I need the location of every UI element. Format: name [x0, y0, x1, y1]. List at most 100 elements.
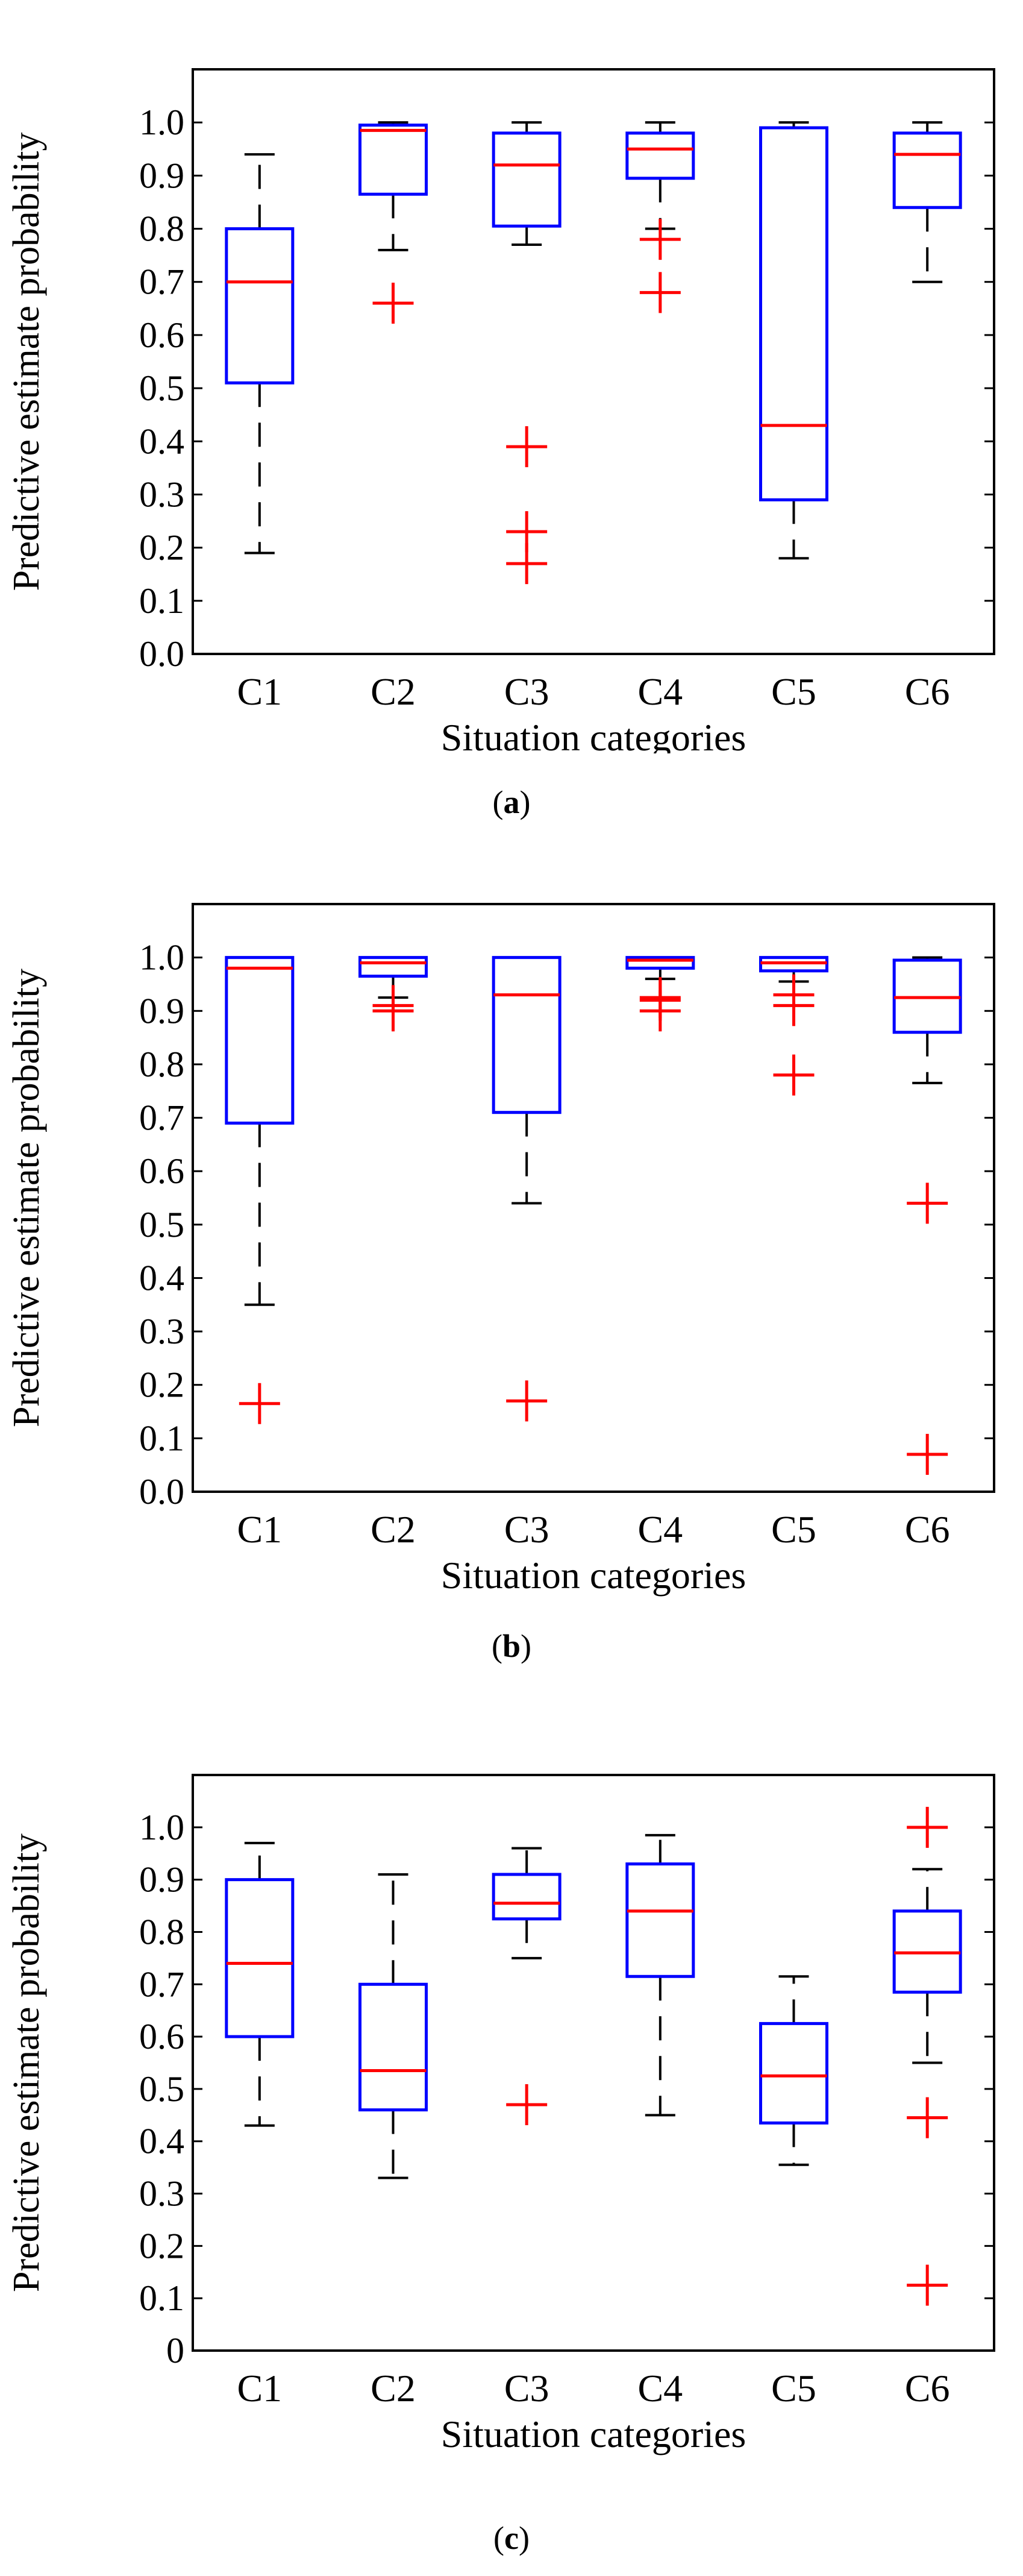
y-tick-label: 0.1: [139, 1418, 184, 1458]
outlier-marker: [907, 2264, 948, 2306]
y-tick-label: 0.9: [139, 156, 184, 195]
figure-panel-a: 0.0 0.1 0.2 0.3 0.4 0.5 0.6 0.7 0.8 0.9 1.0 C1 C2 C3 C…: [0, 0, 1023, 844]
box-iqr: [225, 956, 295, 1125]
figure-panel-c: 0 0.1 0.2 0.3 0.4 0.5 0.6 0.7 0.8 0.9 1.0 C1 C2 C3 C4 C…: [0, 1688, 1023, 2556]
y-tick-label: 0.8: [139, 1912, 184, 1952]
y-axis-label: Predictive estimate probability: [6, 132, 47, 591]
plot-area-frame: [192, 68, 995, 655]
y-tick-label: 1.0: [139, 1808, 184, 1847]
y-tick-label: 0.7: [139, 1098, 184, 1138]
outlier-marker: [372, 990, 414, 1032]
x-tick-label: C4: [637, 2367, 683, 2410]
y-tick-label: 0.2: [139, 2226, 184, 2266]
outlier-marker: [907, 2097, 948, 2138]
box-iqr: [759, 2022, 828, 2125]
outlier-marker: [907, 1806, 948, 1848]
box-iqr: [358, 124, 428, 196]
x-tick-label: C3: [504, 1508, 549, 1551]
panel-caption-c: (c): [493, 2520, 530, 2556]
x-tick-label: C1: [237, 670, 282, 713]
y-tick-label: 0.9: [139, 991, 184, 1031]
outlier-marker: [506, 426, 548, 468]
y-tick-label: 0.2: [139, 528, 184, 568]
x-tick-label: C4: [637, 1508, 683, 1551]
y-tick-label: 0.5: [139, 368, 184, 408]
y-tick-label: 0.1: [139, 581, 184, 621]
box-iqr: [492, 1873, 562, 1921]
y-tick-label: 0.4: [139, 2122, 184, 2161]
box-iqr: [625, 1862, 695, 1978]
x-tick-label: C6: [905, 2367, 950, 2410]
outlier-marker: [506, 2084, 548, 2125]
x-tick-label: C4: [637, 670, 683, 713]
outlier-marker: [907, 1183, 948, 1224]
boxplot-chart-b: 0.0 0.1 0.2 0.3 0.4 0.5 0.6 0.7 0.8 0.9 1.0 C1 C2 C3 C…: [6, 903, 995, 1597]
x-tick-label: C5: [771, 2367, 816, 2410]
y-tick-label: 0.6: [139, 1151, 184, 1191]
box-iqr: [225, 1878, 295, 2038]
y-tick-label: 0.5: [139, 2069, 184, 2109]
x-tick-label: C6: [905, 1508, 950, 1551]
y-tick-label: 0.5: [139, 1205, 184, 1245]
panel-caption-a: (a): [492, 784, 531, 820]
y-tick-label: 0: [166, 2331, 184, 2370]
x-tick-label: C1: [237, 2367, 282, 2410]
x-tick-label: C5: [771, 670, 816, 713]
y-tick-label: 0.9: [139, 1860, 184, 1900]
y-tick-label: 0.0: [139, 1472, 184, 1512]
x-tick-label: C2: [371, 2367, 416, 2410]
outlier-marker: [506, 1380, 548, 1422]
boxplot-chart-a: 0.0 0.1 0.2 0.3 0.4 0.5 0.6 0.7 0.8 0.9 1.0 C1 C2 C3 C…: [6, 68, 995, 753]
figure-panel-b: 0.0 0.1 0.2 0.3 0.4 0.5 0.6 0.7 0.8 0.9 1.0 C1 C2 C3 C…: [0, 844, 1023, 1688]
y-tick-label: 0.6: [139, 2017, 184, 2056]
y-tick-label: 0.3: [139, 1312, 184, 1351]
outlier-marker: [639, 219, 681, 260]
x-tick-label: C3: [504, 670, 549, 713]
box-iqr: [358, 956, 428, 978]
y-tick-label: 0.7: [139, 1964, 184, 2004]
y-tick-label: 0.7: [139, 262, 184, 302]
x-tick-label: C1: [237, 1508, 282, 1551]
y-axis-label: Predictive estimate probability: [6, 969, 47, 1427]
x-axis-label: Situation categories: [441, 716, 746, 753]
y-tick-label: 0.2: [139, 1365, 184, 1405]
outlier-marker: [639, 272, 681, 313]
y-tick-label: 0.6: [139, 315, 184, 355]
box-iqr: [492, 956, 562, 1114]
x-tick-label: C2: [371, 670, 416, 713]
y-tick-label: 0.4: [139, 1258, 184, 1298]
outlier-marker: [907, 1433, 948, 1475]
panel-caption-b: (b): [491, 1628, 531, 1664]
x-tick-label: C6: [905, 670, 950, 713]
outlier-marker: [506, 543, 548, 585]
outlier-marker: [372, 283, 414, 324]
y-tick-label: 0.4: [139, 421, 184, 461]
box-iqr: [625, 956, 695, 970]
x-tick-label: C2: [371, 1508, 416, 1551]
y-tick-label: 0.8: [139, 209, 184, 249]
y-tick-label: 1.0: [139, 102, 184, 142]
outlier-marker: [773, 1054, 815, 1096]
box-iqr: [225, 227, 295, 385]
box-iqr: [625, 131, 695, 180]
y-tick-label: 0.8: [139, 1045, 184, 1084]
plot-area-frame: [192, 1774, 995, 2352]
outlier-marker: [639, 990, 681, 1032]
box-iqr: [492, 131, 562, 228]
x-axis-label: Situation categories: [441, 2413, 746, 2455]
outlier-marker: [773, 985, 815, 1026]
boxplot-chart-c: 0 0.1 0.2 0.3 0.4 0.5 0.6 0.7 0.8 0.9 1.0 C1 C2 C3 C4 C…: [6, 1774, 995, 2455]
y-tick-label: 0.3: [139, 474, 184, 514]
y-axis-label: Predictive estimate probability: [6, 1833, 47, 2292]
x-axis-label: Situation categories: [441, 1554, 746, 1597]
y-tick-label: 1.0: [139, 938, 184, 978]
x-tick-label: C5: [771, 1508, 816, 1551]
outlier-marker: [239, 1383, 280, 1424]
y-tick-label: 0.1: [139, 2278, 184, 2318]
box-iqr: [892, 131, 962, 209]
y-tick-label: 0.0: [139, 634, 184, 674]
plot-area-frame: [192, 903, 995, 1493]
x-tick-label: C3: [504, 2367, 549, 2410]
y-tick-label: 0.3: [139, 2174, 184, 2214]
box-iqr: [759, 126, 828, 501]
